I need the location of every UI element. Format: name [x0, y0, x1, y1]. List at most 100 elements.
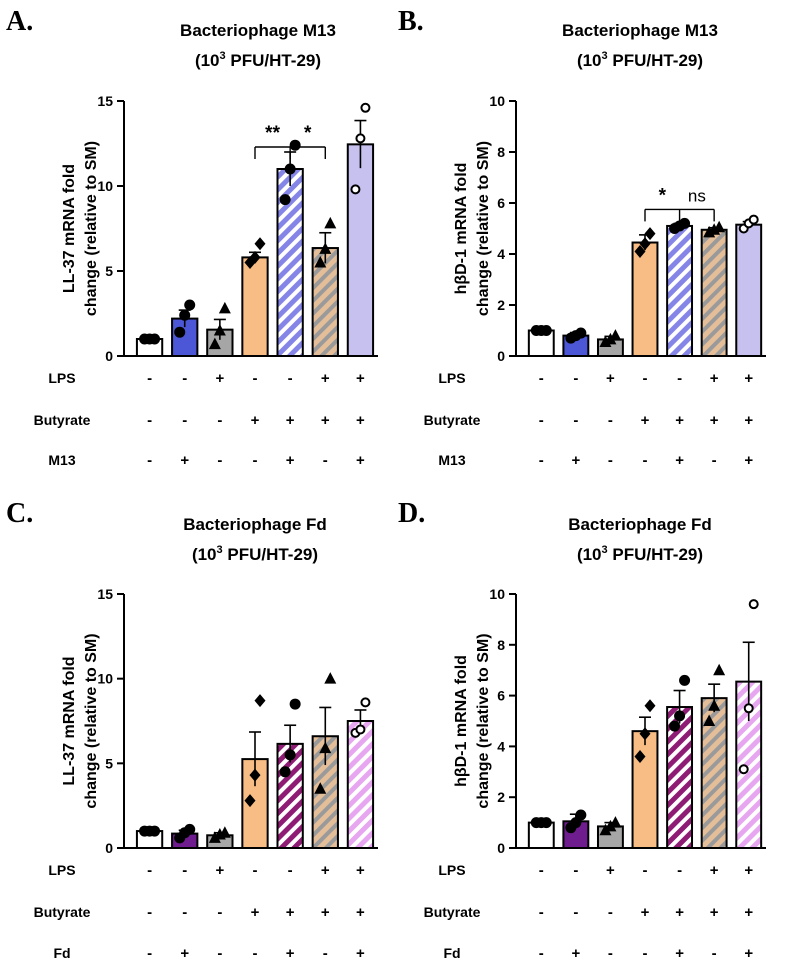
bar — [700, 697, 728, 850]
condition-value: + — [675, 452, 684, 469]
condition-value: - — [253, 452, 258, 469]
y-tick-label: 10 — [489, 586, 505, 602]
condition-value: - — [323, 945, 328, 962]
bar-group — [135, 333, 164, 357]
data-point — [213, 324, 226, 336]
condition-row-fd: Fd - + - - + - + — [53, 945, 365, 962]
condition-row-butyrate: Butyrate - - - + + + + — [424, 904, 754, 921]
data-point — [703, 714, 716, 726]
condition-value: + — [744, 904, 753, 921]
condition-row-label: M13 — [48, 452, 75, 468]
condition-value: + — [710, 412, 719, 429]
condition-row-butyrate: Butyrate - - - + + + + — [424, 412, 754, 429]
data-point — [254, 694, 266, 708]
data-point — [743, 703, 754, 714]
data-point — [324, 672, 337, 684]
y-tick-label: 5 — [105, 755, 113, 771]
condition-value: - — [147, 904, 152, 921]
data-point — [604, 819, 617, 832]
bar-group — [206, 826, 234, 849]
condition-value: - — [573, 370, 578, 387]
condition-value: - — [677, 370, 682, 387]
data-point — [179, 309, 191, 321]
y-tick-label: 0 — [105, 348, 113, 364]
condition-value: + — [744, 370, 753, 387]
chart-title: Bacteriophage M13 — [562, 21, 718, 40]
condition-value: - — [323, 452, 328, 469]
bar — [666, 224, 694, 357]
bar-group — [346, 697, 375, 849]
condition-value: + — [356, 945, 365, 962]
data-point — [599, 823, 612, 836]
condition-row-lps: LPS - - + - - + + — [438, 862, 753, 879]
data-point — [360, 102, 371, 113]
y-tick-label: 2 — [497, 789, 505, 805]
condition-value: - — [643, 452, 648, 469]
bar-group — [631, 227, 659, 357]
condition-value: - — [643, 862, 648, 879]
bar-group — [596, 329, 624, 357]
bar-group — [276, 698, 304, 849]
data-point — [149, 825, 161, 837]
bar-group — [171, 823, 199, 850]
condition-value: + — [744, 452, 753, 469]
condition-row-label: Fd — [53, 945, 70, 961]
bar-group — [276, 139, 304, 357]
data-point — [174, 326, 186, 338]
bar-group — [735, 214, 763, 357]
significance-label: ** — [265, 123, 280, 144]
condition-value: + — [251, 412, 260, 429]
data-point — [634, 750, 646, 764]
condition-row-fd: Fd - + - - + - + — [443, 945, 753, 962]
data-point — [184, 823, 196, 835]
y-tick-label: 6 — [497, 195, 505, 211]
condition-value: + — [675, 412, 684, 429]
condition-row-lps: LPS - - + - - + + — [48, 370, 365, 387]
y-tick-label: 6 — [497, 688, 505, 704]
y-tick-label: 10 — [489, 93, 505, 109]
y-tick-label: 15 — [97, 586, 113, 602]
data-point — [540, 817, 552, 829]
bar — [346, 720, 375, 849]
condition-row-m13: M13 - + - - + - + — [48, 452, 365, 469]
data-point — [208, 337, 221, 350]
condition-value: + — [356, 412, 365, 429]
condition-value: + — [710, 370, 719, 387]
data-point — [314, 782, 327, 794]
chart-subtitle: (103 PFU/HT-29) — [192, 544, 318, 564]
condition-value: - — [182, 904, 187, 921]
condition-value: - — [539, 370, 544, 387]
condition-value: - — [217, 945, 222, 962]
condition-row-butyrate: Butyrate - - - + + + + — [34, 412, 365, 429]
data-point — [319, 741, 332, 754]
y-tick-label: 15 — [97, 93, 113, 109]
panel-d: D. Bacteriophage Fd (103 PFU/HT-29) hβD-1 m… — [398, 498, 766, 962]
condition-value: - — [217, 452, 222, 469]
condition-value: + — [641, 904, 650, 921]
bar — [346, 143, 375, 357]
y-tick-label: 8 — [497, 637, 505, 653]
data-point — [674, 710, 686, 722]
data-point — [254, 237, 266, 251]
condition-value: - — [182, 862, 187, 879]
y-tick-label: 8 — [497, 144, 505, 160]
condition-row-lps: LPS - - + - - + + — [48, 862, 365, 879]
condition-value: + — [744, 862, 753, 879]
bar-group — [346, 102, 375, 357]
condition-value: - — [643, 945, 648, 962]
data-point — [609, 816, 622, 828]
condition-value: - — [182, 412, 187, 429]
condition-value: + — [744, 412, 753, 429]
condition-value: + — [286, 904, 295, 921]
condition-row-label: LPS — [48, 370, 75, 386]
y-axis-label: LL-37 mRNA fold change (relative to SM) — [61, 633, 100, 808]
condition-value: + — [286, 412, 295, 429]
data-point — [604, 332, 617, 345]
condition-value: + — [356, 862, 365, 879]
significance-bracket: ** * — [254, 123, 326, 159]
significance-label: * — [659, 185, 667, 206]
condition-value: - — [573, 412, 578, 429]
data-point — [360, 697, 371, 708]
bar-group — [135, 825, 164, 849]
data-point — [319, 242, 332, 254]
